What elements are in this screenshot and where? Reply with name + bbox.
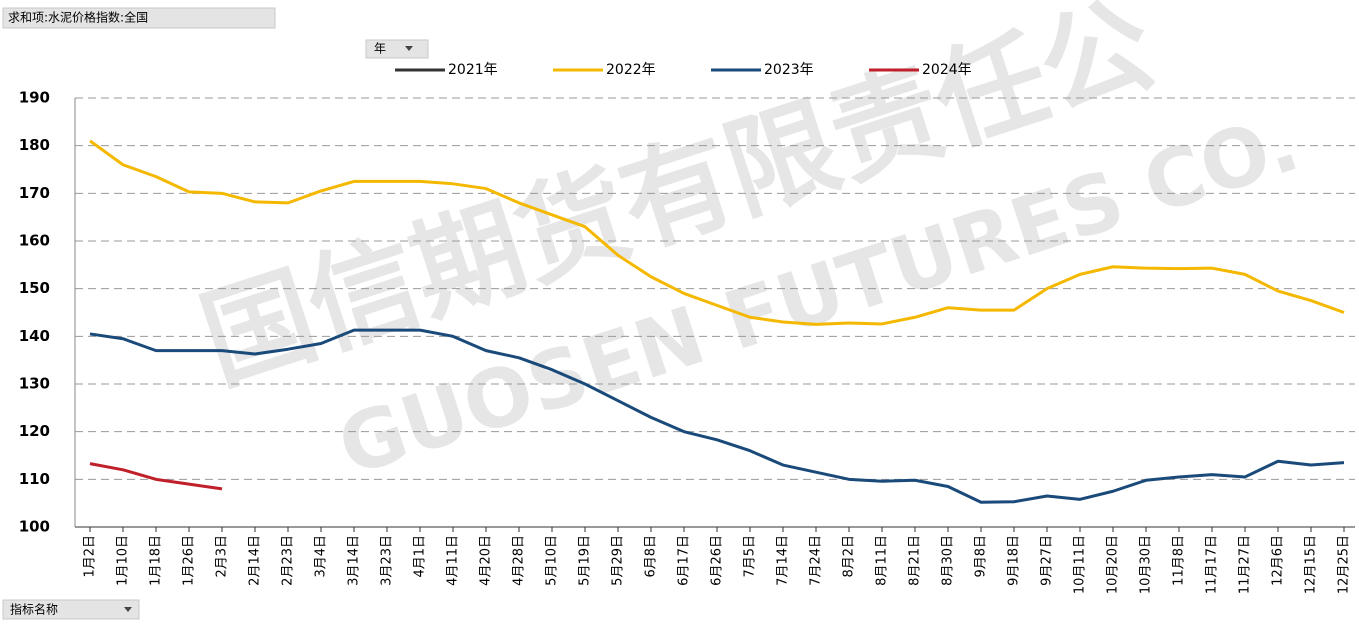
x-tick-label: 8月2日 [842,535,857,578]
axis-button[interactable] [2,599,140,620]
x-tick-label: 11月17日 [1205,535,1220,594]
x-tick-label: 10月20日 [1106,535,1121,594]
y-tick-label: 120 [19,422,50,440]
x-tick-label: 7月5日 [743,535,758,578]
x-tick-label: 4月1日 [413,535,428,578]
legend-label: 2023年 [764,62,814,78]
x-tick-label: 9月18日 [1007,535,1022,586]
y-tick-label: 190 [19,89,50,107]
x-tick-label: 10月30日 [1139,535,1154,594]
x-tick-label: 9月8日 [974,535,989,578]
x-tick-label: 5月19日 [578,535,593,586]
y-tick-label: 110 [19,470,50,488]
dropdown-arrow [405,46,413,51]
y-tick-label: 160 [19,232,50,250]
x-tick-label: 12月25日 [1337,535,1352,594]
legend-button-label: 年 [374,42,386,56]
x-tick-label: 2月23日 [281,535,296,586]
axis-button-label: 指标名称 [10,602,58,617]
x-tick-label: 7月14日 [776,535,791,586]
x-tick-label: 5月29日 [611,535,626,586]
y-tick-label: 150 [19,279,50,297]
x-tick-label: 11月27日 [1238,535,1253,594]
y-tick-label: 180 [19,136,50,154]
x-tick-label: 1月26日 [182,535,197,586]
legend-button[interactable] [365,39,429,59]
dropdown-arrow [124,607,132,612]
x-tick-label: 6月8日 [644,535,659,578]
x-tick-label: 1月18日 [149,535,164,586]
legend-label: 2022年 [606,62,656,78]
series-line [89,139,1345,326]
x-tick-label: 3月23日 [380,535,395,586]
x-tick-label: 9月27日 [1040,535,1055,586]
x-tick-label: 12月15日 [1304,535,1319,594]
legend-label: 2021年 [448,62,498,78]
x-tick-label: 11月8日 [1172,535,1187,586]
y-tick-label: 140 [19,327,50,345]
x-tick-label: 12月6日 [1271,535,1286,586]
field-button-label: 求和项:水泥价格指数:全国 [8,10,148,25]
x-tick-label: 5月10日 [545,535,560,586]
x-tick-label: 3月4日 [314,535,329,578]
legend-label: 2024年 [922,62,972,78]
y-tick-label: 170 [19,184,50,202]
x-tick-label: 4月20日 [479,535,494,586]
x-tick-label: 10月11日 [1073,535,1088,594]
x-tick-label: 6月26日 [710,535,725,586]
x-tick-label: 8月21日 [908,535,923,586]
series-line [89,328,1345,504]
x-tick-label: 7月24日 [809,535,824,586]
series-line [89,462,223,491]
x-tick-label: 2月14日 [248,535,263,586]
x-tick-label: 1月2日 [83,535,98,578]
y-tick-label: 130 [19,375,50,393]
x-tick-label: 6月17日 [677,535,692,586]
y-tick-label: 100 [19,518,50,536]
field-button[interactable] [2,7,276,29]
x-tick-label: 3月14日 [347,535,362,586]
x-tick-label: 8月30日 [941,535,956,586]
x-tick-label: 8月11日 [875,535,890,586]
x-tick-label: 4月28日 [512,535,527,586]
x-tick-label: 2月3日 [215,535,230,578]
x-tick-label: 1月10日 [116,535,131,586]
x-tick-label: 4月11日 [446,535,461,586]
